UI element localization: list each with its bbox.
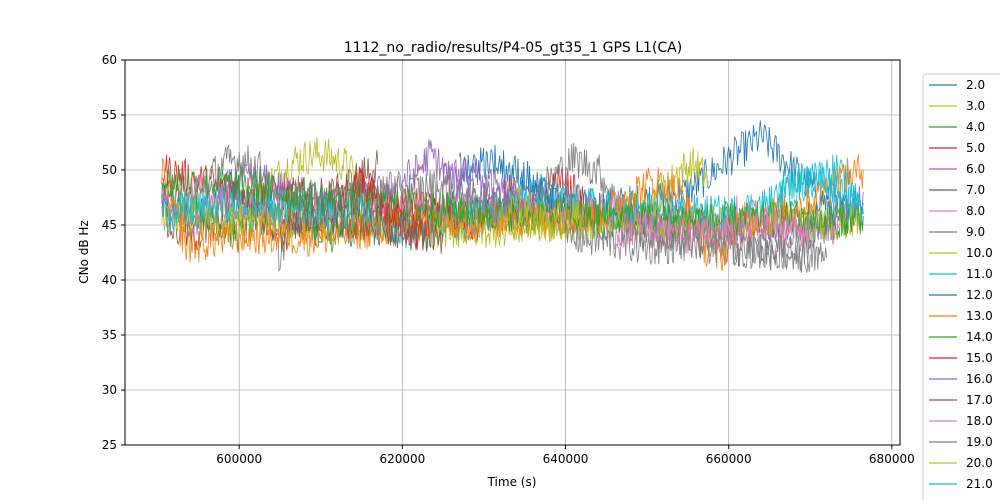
x-tick-label: 600000	[216, 452, 262, 466]
series-lines	[161, 120, 864, 273]
y-tick-label: 45	[102, 218, 117, 232]
series-line-21.0	[777, 162, 864, 225]
series-line-14.0	[161, 166, 864, 239]
legend-label: 17.0	[966, 393, 993, 407]
y-tick-label: 30	[102, 383, 117, 397]
series-line-18.0	[605, 207, 811, 254]
x-tick-label: 640000	[543, 452, 589, 466]
legend-label: 15.0	[966, 351, 993, 365]
chart-title: 1112_no_radio/results/P4-05_gt35_1 GPS L…	[344, 40, 682, 56]
legend-label: 18.0	[966, 414, 993, 428]
legend-label: 13.0	[966, 309, 993, 323]
legend-label: 20.0	[966, 456, 993, 470]
series-line-20.0	[499, 187, 583, 242]
legend-label: 10.0	[966, 246, 993, 260]
y-tick-label: 60	[102, 53, 117, 67]
legend-label: 5.0	[966, 141, 985, 155]
x-tick-label: 620000	[379, 452, 425, 466]
legend-label: 6.0	[966, 162, 985, 176]
series-line-16.0	[442, 157, 517, 212]
series-line-12.0	[459, 144, 558, 214]
legend-label: 4.0	[966, 120, 985, 134]
legend-box	[922, 73, 1000, 500]
legend-label: 3.0	[966, 99, 985, 113]
y-axis: 25 30 35 40 45 50 55 60	[102, 53, 125, 452]
x-tick-label: 660000	[706, 452, 752, 466]
legend-label: 19.0	[966, 435, 993, 449]
y-tick-label: 40	[102, 273, 117, 287]
series-line-17.0	[279, 195, 444, 254]
y-tick-label: 55	[102, 108, 117, 122]
legend-label: 21.0	[966, 477, 993, 491]
legend-label: 11.0	[966, 267, 993, 281]
legend-label: 16.0	[966, 372, 993, 386]
legend-label: 14.0	[966, 330, 993, 344]
y-tick-label: 25	[102, 438, 117, 452]
plot-frame	[124, 59, 901, 446]
series-line-19.0	[565, 217, 811, 273]
x-axis-label: Time (s)	[487, 475, 537, 489]
legend-label: 8.0	[966, 204, 985, 218]
legend-label: 12.0	[966, 288, 993, 302]
y-axis-label: CNo dB Hz	[77, 220, 91, 284]
legend: 2.0 3.0 4.0 5.0 6.0 7.0 8.0 9.0 10.0 11.0 12.0 13.0…	[922, 73, 1000, 500]
legend-label: 2.0	[966, 78, 985, 92]
legend-label: 7.0	[966, 183, 985, 197]
y-tick-label: 35	[102, 328, 117, 342]
x-tick-label: 680000	[869, 452, 915, 466]
y-tick-label: 50	[102, 163, 117, 177]
legend-label: 9.0	[966, 225, 985, 239]
x-axis: 600000 620000 640000 660000 680000	[216, 445, 915, 466]
